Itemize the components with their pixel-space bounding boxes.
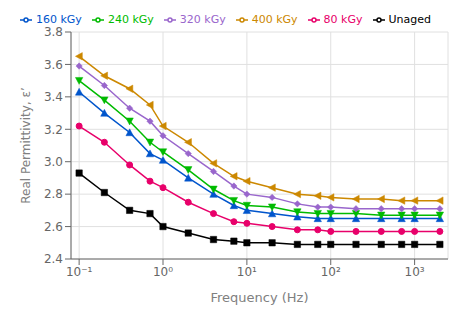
html-text:320 kGy: 320 kGy bbox=[179, 13, 226, 26]
svg-text:3.4: 3.4 bbox=[44, 90, 63, 104]
svg-text:Frequency (Hz): Frequency (Hz) bbox=[210, 290, 308, 305]
svg-text:Real Permittivity, ε’: Real Permittivity, ε’ bbox=[19, 87, 33, 204]
html-text:80 kGy: 80 kGy bbox=[323, 13, 363, 26]
html-text:Unaged: Unaged bbox=[388, 13, 431, 26]
svg-text:2.8: 2.8 bbox=[44, 187, 63, 201]
html-text:160 kGy: 160 kGy bbox=[36, 13, 82, 26]
svg-text:10⁻¹: 10⁻¹ bbox=[66, 265, 93, 279]
svg-text:3.2: 3.2 bbox=[44, 123, 63, 137]
svg-text:3.0: 3.0 bbox=[44, 155, 63, 169]
svg-text:10³: 10³ bbox=[405, 265, 425, 279]
svg-text:2.6: 2.6 bbox=[44, 220, 63, 234]
svg-text:10⁰: 10⁰ bbox=[153, 265, 173, 279]
svg-text:10¹: 10¹ bbox=[237, 265, 257, 279]
svg-text:3.6: 3.6 bbox=[44, 58, 63, 72]
html-text:400 kGy: 400 kGy bbox=[251, 13, 298, 26]
svg-text:10²: 10² bbox=[321, 265, 341, 279]
svg-text:3.8: 3.8 bbox=[44, 25, 63, 39]
svg-text:2.4: 2.4 bbox=[44, 252, 63, 266]
html-text:240 kGy: 240 kGy bbox=[107, 13, 154, 26]
